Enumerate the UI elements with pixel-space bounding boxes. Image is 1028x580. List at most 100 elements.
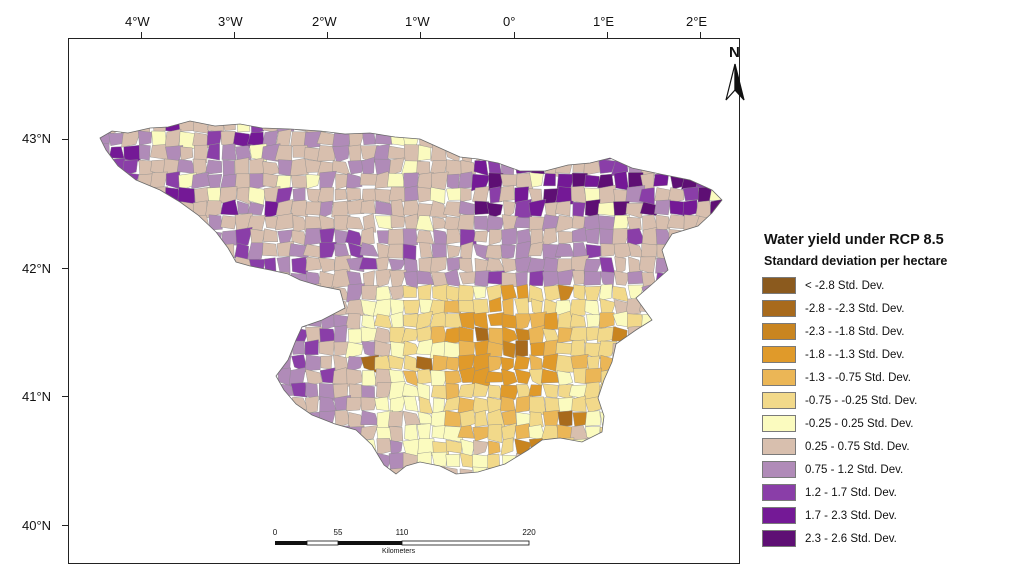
- scale-unit-label: Kilometers: [382, 548, 416, 555]
- watershed-cell: [499, 131, 518, 149]
- watershed-cell: [682, 326, 699, 343]
- watershed-cell: [193, 383, 211, 399]
- watershed-cell: [334, 425, 350, 443]
- watershed-cell: [135, 284, 155, 302]
- watershed-cell: [709, 453, 722, 471]
- watershed-cell: [626, 453, 645, 471]
- watershed-cell: [431, 385, 447, 400]
- watershed-cell: [305, 440, 322, 456]
- watershed-cell: [569, 313, 587, 328]
- watershed-cell: [220, 270, 239, 287]
- watershed-cell: [696, 383, 713, 399]
- watershed-cell: [489, 186, 503, 204]
- watershed-cell: [100, 356, 112, 374]
- watershed-cell: [627, 143, 645, 162]
- watershed-cell: [388, 452, 406, 471]
- watershed-cell: [611, 326, 628, 342]
- watershed-cell: [152, 213, 165, 229]
- watershed-cell: [640, 132, 660, 148]
- watershed-cell: [388, 285, 406, 300]
- watershed-cell: [682, 410, 700, 429]
- watershed-cell: [100, 367, 110, 387]
- watershed-cell: [403, 271, 420, 289]
- watershed-cell: [123, 370, 139, 386]
- watershed-cell: [642, 142, 659, 162]
- watershed-cell: [489, 121, 504, 134]
- legend-swatch: [762, 484, 796, 501]
- watershed-cell: [642, 465, 658, 474]
- watershed-cell: [318, 297, 336, 317]
- watershed-cell: [166, 312, 183, 329]
- watershed-cell: [221, 352, 234, 371]
- watershed-cell: [372, 298, 393, 317]
- watershed-cell: [667, 282, 684, 303]
- watershed-cell: [306, 465, 322, 474]
- watershed-cell: [680, 299, 698, 316]
- watershed-cell: [668, 422, 688, 442]
- watershed-cell: [667, 256, 687, 274]
- watershed-cell: [471, 173, 491, 192]
- legend-rows: < -2.8 Std. Dev. -2.8 - -2.3 Std. Dev. -2.…: [762, 274, 1022, 550]
- watershed-cell: [179, 424, 197, 442]
- watershed-cell: [389, 425, 404, 442]
- watershed-cell: [725, 339, 740, 355]
- watershed-cell: [446, 173, 460, 190]
- watershed-cell: [683, 381, 697, 399]
- watershed-cell: [696, 371, 712, 386]
- watershed-cell: [262, 339, 281, 356]
- watershed-cell: [458, 171, 473, 190]
- watershed-cell: [625, 203, 645, 219]
- watershed-cell: [556, 121, 572, 134]
- watershed-cell: [235, 327, 251, 343]
- watershed-cell: [361, 156, 375, 176]
- watershed-cell: [206, 272, 224, 289]
- watershed-cell: [557, 147, 573, 162]
- watershed-cell: [178, 467, 198, 474]
- watershed-cell: [151, 439, 168, 457]
- tick-mark: [62, 525, 68, 526]
- watershed-cell: [109, 369, 127, 384]
- watershed-cell: [206, 130, 223, 146]
- watershed-cell: [121, 412, 137, 428]
- watershed-cell: [205, 468, 223, 474]
- watershed-cell: [598, 312, 615, 329]
- watershed-cell: [598, 131, 614, 149]
- watershed-cell: [359, 121, 380, 132]
- watershed-cell: [100, 412, 110, 430]
- watershed-cell: [179, 326, 197, 341]
- watershed-cell: [220, 424, 239, 443]
- watershed-cell: [404, 121, 419, 136]
- watershed-cell: [193, 228, 211, 244]
- watershed-cell: [569, 298, 587, 318]
- watershed-cell: [472, 312, 489, 331]
- watershed-cell: [165, 424, 184, 441]
- watershed-cell: [192, 356, 207, 372]
- watershed-cell: [151, 121, 166, 133]
- watershed-cell: [488, 355, 504, 372]
- watershed-cell: [205, 326, 225, 344]
- watershed-cell: [305, 424, 324, 441]
- watershed-cell: [387, 145, 406, 160]
- watershed-cell: [529, 438, 547, 455]
- watershed-cell: [153, 243, 167, 258]
- watershed-cell: [489, 147, 505, 163]
- watershed-cell: [137, 424, 154, 442]
- watershed-cell: [584, 395, 603, 413]
- watershed-cell: [191, 452, 208, 469]
- watershed-cell: [319, 200, 334, 220]
- watershed-cell: [263, 366, 278, 387]
- watershed-cell: [121, 300, 139, 315]
- tick-mark: [514, 32, 515, 38]
- watershed-cell: [275, 439, 293, 456]
- watershed-cell: [165, 171, 180, 190]
- watershed-cell: [277, 398, 294, 414]
- watershed-cell: [712, 121, 722, 134]
- watershed-cell: [724, 439, 740, 456]
- watershed-cell: [348, 144, 362, 164]
- watershed-cell: [122, 257, 138, 271]
- watershed-cell: [514, 368, 532, 385]
- watershed-cell: [134, 185, 152, 205]
- watershed-cell: [149, 229, 169, 243]
- scale-tick-label: 0: [272, 528, 278, 537]
- legend-label: -1.8 - -1.3 Std. Dev.: [805, 348, 905, 361]
